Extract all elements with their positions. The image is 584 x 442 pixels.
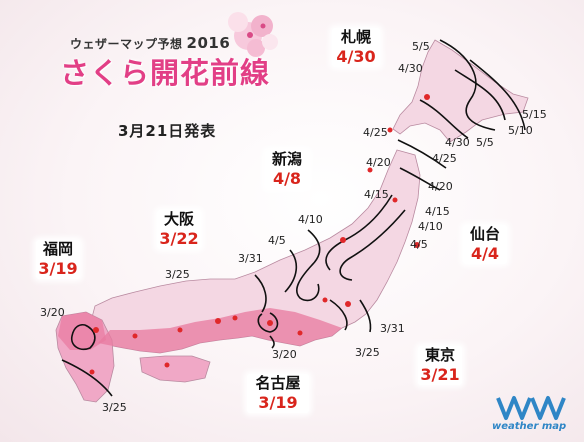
isoline-label: 4/25 bbox=[432, 152, 457, 165]
city-card-nagoya: 名古屋 3/19 bbox=[247, 374, 309, 413]
isoline-label: 5/15 bbox=[522, 108, 547, 121]
tokyo-dot bbox=[345, 301, 351, 307]
niigata-dot bbox=[340, 237, 346, 243]
sapporo-dot bbox=[424, 94, 430, 100]
isoline-label: 4/20 bbox=[428, 180, 453, 193]
city-name: 名古屋 bbox=[255, 374, 301, 392]
city-name: 東京 bbox=[424, 346, 455, 364]
isoline-label: 4/10 bbox=[298, 213, 323, 226]
city-markers bbox=[89, 94, 430, 375]
city-card-niigata: 新潟 4/8 bbox=[265, 150, 309, 189]
isoline-label: 3/31 bbox=[238, 252, 263, 265]
city-date: 3/21 bbox=[420, 365, 460, 384]
isoline-label: 4/30 bbox=[398, 62, 423, 75]
city-card-sendai: 仙台 4/4 bbox=[463, 225, 507, 264]
early-bloom-zone bbox=[98, 308, 342, 353]
isoline-label: 5/10 bbox=[508, 124, 533, 137]
announce-date: 3月21日発表 bbox=[118, 122, 217, 140]
isoline-label: 3/31 bbox=[380, 322, 405, 335]
isoline-label: 3/20 bbox=[272, 348, 297, 361]
nagoya-dot bbox=[267, 320, 273, 326]
city-name: 仙台 bbox=[469, 225, 500, 243]
subtitle-text: ウェザーマップ予想 bbox=[70, 37, 183, 51]
city-card-tokyo: 東京 3/21 bbox=[418, 346, 462, 385]
isoline-label: 4/5 bbox=[410, 238, 428, 251]
city-name: 福岡 bbox=[42, 240, 73, 258]
city-date: 4/4 bbox=[470, 244, 500, 263]
isoline-label: 4/15 bbox=[425, 205, 450, 218]
city-date: 3/19 bbox=[38, 259, 78, 278]
isoline-label: 5/5 bbox=[412, 40, 430, 53]
city-name: 大阪 bbox=[163, 210, 194, 228]
sakura-flower-icon bbox=[228, 12, 278, 57]
isoline-label: 3/25 bbox=[355, 346, 380, 359]
isoline-label: 4/5 bbox=[268, 234, 286, 247]
city-date: 3/19 bbox=[258, 393, 298, 412]
weathermap-logo-icon bbox=[496, 396, 566, 420]
logo-text: weather map bbox=[492, 421, 567, 432]
isoline-label: 4/10 bbox=[418, 220, 443, 233]
header-year: 2016 bbox=[186, 34, 231, 52]
fukuoka-dot bbox=[93, 327, 99, 333]
isoline-label: 4/25 bbox=[363, 126, 388, 139]
city-card-sapporo: 札幌 4/30 bbox=[332, 28, 380, 67]
shikoku-landmass bbox=[139, 355, 211, 383]
isoline-label: 5/5 bbox=[476, 136, 494, 149]
city-card-osaka: 大阪 3/22 bbox=[157, 210, 201, 249]
hokkaido-landmass bbox=[392, 39, 529, 143]
isoline-label: 4/30 bbox=[445, 136, 470, 149]
city-name: 新潟 bbox=[271, 150, 302, 168]
city-card-fukuoka: 福岡 3/19 bbox=[36, 240, 80, 279]
city-date: 3/22 bbox=[159, 229, 199, 248]
header-subtitle: ウェザーマップ予想 2016 bbox=[70, 34, 230, 52]
city-name: 札幌 bbox=[340, 28, 371, 46]
sendai-dot bbox=[414, 242, 420, 248]
page-title: さくら開花前線 bbox=[60, 56, 271, 90]
isoline-label: 3/25 bbox=[165, 268, 190, 281]
city-date: 4/8 bbox=[272, 169, 302, 188]
isoline-label: 3/20 bbox=[40, 306, 65, 319]
isoline-label: 4/20 bbox=[366, 156, 391, 169]
city-date: 4/30 bbox=[336, 47, 376, 66]
isoline-label: 4/15 bbox=[364, 188, 389, 201]
isoline-label: 3/25 bbox=[102, 401, 127, 414]
osaka-dot bbox=[215, 318, 221, 324]
